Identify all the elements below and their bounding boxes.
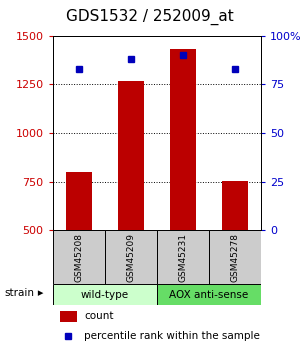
Bar — [60, 311, 76, 322]
Bar — [222, 181, 248, 230]
Bar — [52, 284, 157, 305]
Bar — [65, 172, 92, 230]
Bar — [157, 284, 261, 305]
Text: wild-type: wild-type — [81, 290, 129, 299]
Bar — [209, 230, 261, 284]
Bar — [170, 49, 196, 230]
Text: AOX anti-sense: AOX anti-sense — [169, 290, 248, 299]
Text: GDS1532 / 252009_at: GDS1532 / 252009_at — [66, 9, 234, 25]
Text: GSM45208: GSM45208 — [74, 233, 83, 282]
Text: strain: strain — [4, 288, 34, 298]
Text: count: count — [84, 312, 113, 322]
Text: percentile rank within the sample: percentile rank within the sample — [84, 331, 260, 341]
Bar — [157, 230, 209, 284]
Bar — [52, 230, 105, 284]
Bar — [105, 230, 157, 284]
Bar — [118, 81, 144, 230]
Text: GSM45278: GSM45278 — [230, 233, 239, 282]
Text: GSM45209: GSM45209 — [126, 233, 135, 282]
Text: GSM45231: GSM45231 — [178, 233, 187, 282]
